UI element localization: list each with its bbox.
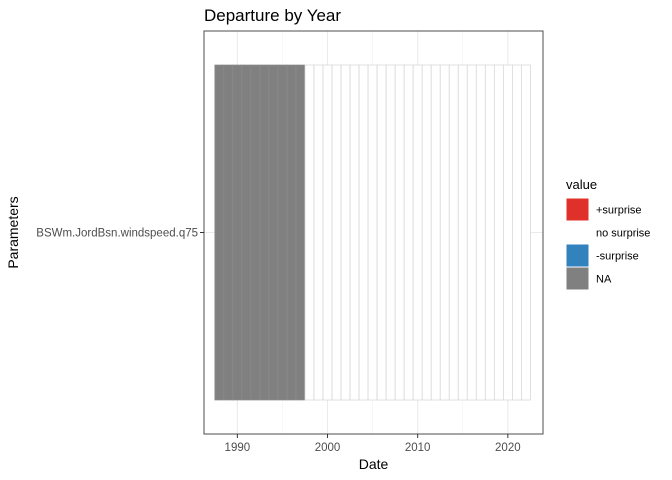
tile-2021: [511, 64, 522, 401]
x-tick-label: 2010: [405, 442, 431, 454]
tile-2010: [412, 64, 423, 401]
tile-1995: [277, 64, 288, 401]
heatmap-tiles: [214, 64, 531, 401]
tile-1990: [232, 64, 243, 401]
tile-2002: [340, 64, 351, 401]
x-tick-label: 1990: [225, 442, 251, 454]
tile-2000: [322, 64, 333, 401]
tile-1996: [286, 64, 297, 401]
tile-1997: [295, 64, 306, 401]
tile-1989: [223, 64, 234, 401]
tile-2003: [349, 64, 360, 401]
legend-label: +surprise: [596, 205, 642, 217]
tile-1992: [250, 64, 261, 401]
tile-1998: [304, 64, 315, 401]
tile-2013: [439, 64, 450, 401]
tile-1988: [214, 64, 225, 401]
tile-2015: [457, 64, 468, 401]
tile-2019: [493, 64, 504, 401]
tile-2017: [475, 64, 486, 401]
tile-2011: [421, 64, 432, 401]
y-tick-label: BSWm.JordBsn.windspeed.q75: [36, 228, 198, 240]
legend-swatch: [565, 197, 590, 222]
tile-2007: [385, 64, 396, 401]
tile-2008: [394, 64, 405, 401]
legend-swatch: [565, 266, 590, 291]
legend-swatch: [565, 243, 590, 268]
x-tick-label: 2000: [315, 442, 341, 454]
tile-2016: [466, 64, 477, 401]
tile-2018: [484, 64, 495, 401]
tile-2009: [403, 64, 414, 401]
tile-2005: [367, 64, 378, 401]
x-tick-label: 2020: [495, 442, 521, 454]
tile-2012: [430, 64, 441, 401]
tile-2001: [331, 64, 342, 401]
y-axis: BSWm.JordBsn.windspeed.q75: [36, 228, 204, 240]
tile-1991: [241, 64, 252, 401]
x-axis: 1990 2000 2010 2020: [225, 434, 521, 454]
tile-2020: [502, 64, 513, 401]
legend-label: -surprise: [596, 251, 639, 263]
tile-1994: [268, 64, 279, 401]
legend-label: no surprise: [596, 228, 650, 240]
tile-1993: [259, 64, 270, 401]
tile-2004: [358, 64, 369, 401]
tile-2022: [521, 64, 531, 401]
x-axis-title: Date: [359, 456, 389, 472]
tile-1999: [313, 64, 324, 401]
chart-title: Departure by Year: [204, 6, 341, 25]
legend-title: value: [566, 177, 597, 192]
legend-swatch: [565, 220, 590, 245]
tile-2006: [376, 64, 387, 401]
legend: value +surprise no surprise -surprise NA: [565, 177, 650, 291]
legend-label: NA: [596, 274, 612, 286]
y-axis-title: Parameters: [5, 196, 21, 268]
tile-2014: [448, 64, 459, 401]
